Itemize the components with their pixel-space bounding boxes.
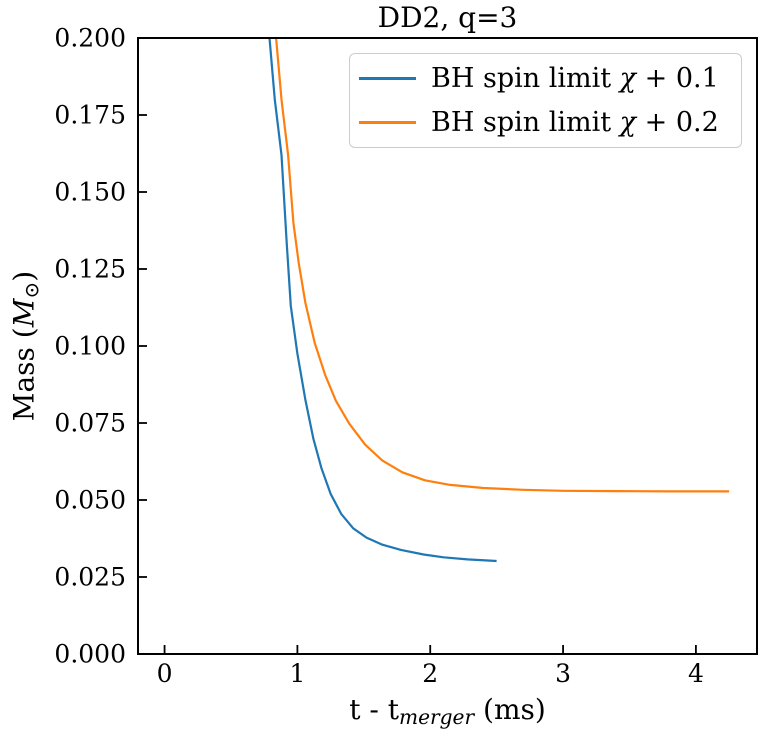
y-axis-label: Mass (M⊙): [7, 270, 44, 422]
x-tick-label: 3: [555, 659, 571, 688]
legend-line-sample-orange: [359, 121, 416, 125]
legend-line-sample-blue: [359, 76, 416, 80]
y-tick-label: 0.075: [54, 409, 126, 438]
chi-symbol: χ: [619, 107, 637, 139]
legend-item-chi-0.1: BH spin limit χ + 0.1: [350, 56, 741, 100]
x-tick-label: 2: [422, 659, 438, 688]
legend-label-value: + 0.2: [636, 107, 719, 139]
y-tick-label: 0.125: [54, 255, 126, 284]
legend-label: BH spin limit χ + 0.1: [431, 63, 719, 94]
y-tick-label: 0.175: [54, 101, 126, 130]
sun-symbol-icon: ⊙: [19, 281, 44, 299]
y-axis-label-suffix: ): [7, 270, 41, 282]
y-tick-label: 0.000: [54, 640, 126, 669]
x-tick-label: 4: [688, 659, 704, 688]
y-tick-label: 0.150: [54, 178, 126, 207]
x-tick-label: 0: [157, 659, 173, 688]
legend-label-text: BH spin limit: [431, 62, 620, 94]
y-axis-label-mass-symbol: M: [7, 298, 41, 328]
x-tick-label: 1: [289, 659, 305, 688]
y-tick-label: 0.200: [54, 24, 126, 53]
legend-label: BH spin limit χ + 0.2: [431, 107, 719, 138]
series-line-bh-spin-limit-chi-plus-0.1: [268, 38, 497, 563]
y-axis-label-prefix: Mass (: [7, 327, 41, 422]
x-axis-label-suffix: (ms): [474, 693, 546, 726]
legend: BH spin limit χ + 0.1 BH spin limit χ + …: [349, 53, 742, 148]
chart-title: DD2, q=3: [377, 1, 518, 34]
x-axis-label: t - tmerger (ms): [138, 692, 757, 728]
series-line-bh-spin-limit-chi-plus-0.2: [275, 38, 730, 493]
x-axis-label-prefix: t - t: [349, 693, 399, 726]
x-axis-label-subscript: merger: [398, 705, 475, 730]
y-tick-label: 0.025: [54, 563, 126, 592]
legend-label-value: + 0.1: [636, 62, 719, 94]
legend-item-chi-0.2: BH spin limit χ + 0.2: [350, 101, 741, 145]
legend-label-text: BH spin limit: [431, 107, 620, 139]
y-tick-label: 0.050: [54, 486, 126, 515]
chi-symbol: χ: [619, 62, 637, 94]
y-tick-label: 0.100: [54, 332, 126, 361]
